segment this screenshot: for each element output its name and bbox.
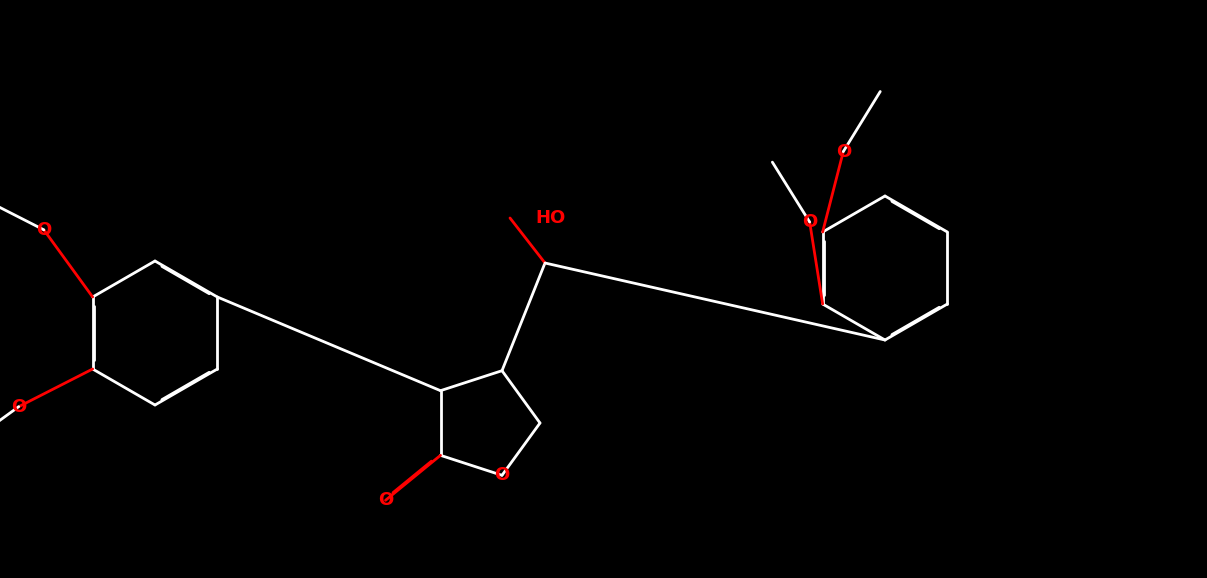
Text: O: O xyxy=(11,398,27,416)
Text: O: O xyxy=(36,221,52,239)
Text: O: O xyxy=(801,213,817,231)
Text: HO: HO xyxy=(535,209,565,227)
Text: O: O xyxy=(495,466,509,484)
Text: O: O xyxy=(378,491,393,509)
Text: O: O xyxy=(835,143,851,161)
